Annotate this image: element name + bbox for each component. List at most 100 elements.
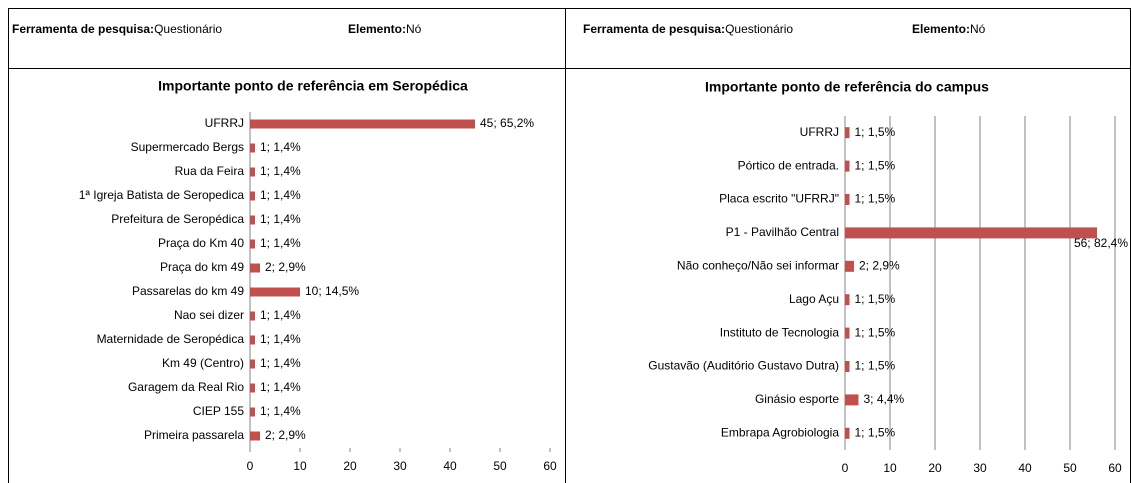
x-tick-label: 50	[493, 459, 507, 473]
bar	[845, 160, 850, 172]
y-tick-label: Km 49 (Centro)	[162, 356, 244, 370]
data-label: 56; 82,4%	[1074, 236, 1128, 250]
bar	[845, 194, 850, 205]
bar	[250, 431, 260, 441]
data-label: 1; 1,4%	[260, 404, 301, 418]
data-label: 1; 1,4%	[260, 188, 301, 202]
data-label: 45; 65,2%	[480, 116, 534, 130]
data-label: 1; 1,5%	[855, 192, 896, 206]
data-label: 1; 1,5%	[855, 325, 896, 339]
chart-title: Importante ponto de referência em Seropé…	[158, 78, 468, 94]
x-tick-label: 0	[842, 461, 849, 475]
y-tick-label: CIEP 155	[193, 404, 244, 418]
y-tick-label: 1ª Igreja Batista de Seropedica	[79, 188, 245, 202]
bar	[845, 427, 850, 439]
y-tick-label: Praça do Km 40	[158, 236, 244, 250]
x-tick-label: 60	[543, 459, 557, 473]
data-label: 1; 1,4%	[260, 356, 301, 370]
header-tool: Ferramenta de pesquisa:Questionário	[583, 22, 793, 36]
bar	[250, 191, 255, 201]
y-tick-label: Embrapa Agrobiologia	[721, 425, 839, 439]
x-tick-label: 10	[883, 461, 897, 475]
y-tick-label: Rua da Feira	[175, 164, 245, 178]
y-tick-label: UFRRJ	[205, 116, 244, 130]
header-element: Elemento:Nó	[348, 22, 422, 36]
data-label: 1; 1,4%	[260, 308, 301, 322]
y-tick-label: Instituto de Tecnologia	[720, 325, 840, 339]
bar	[250, 215, 255, 225]
tool-value: Questionário	[154, 22, 222, 36]
y-tick-label: Garagem da Real Rio	[128, 380, 244, 394]
data-label: 1; 1,4%	[260, 380, 301, 394]
bar	[845, 361, 850, 372]
bar	[250, 239, 255, 249]
bar	[250, 311, 255, 321]
y-tick-label: Praça do km 49	[160, 260, 244, 274]
data-label: 2; 2,9%	[859, 258, 900, 272]
data-label: 1; 1,5%	[855, 359, 896, 373]
y-tick-label: Gustavão (Auditório Gustavo Dutra)	[648, 359, 839, 373]
x-tick-label: 60	[1108, 461, 1122, 475]
data-label: 1; 1,4%	[260, 140, 301, 154]
y-tick-label: Maternidade de Seropédica	[97, 332, 245, 346]
chart-title: Importante ponto de referência do campus	[705, 79, 989, 95]
y-tick-label: Pórtico de entrada.	[738, 158, 839, 172]
element-value: Nó	[406, 22, 422, 36]
bar	[250, 407, 255, 417]
x-tick-label: 30	[393, 459, 407, 473]
bar	[250, 263, 260, 273]
bar	[845, 394, 859, 406]
y-tick-label: Lago Açu	[789, 292, 839, 306]
header-element: Elemento:Nó	[912, 22, 986, 36]
tool-label: Ferramenta de pesquisa:	[12, 22, 154, 36]
bar	[845, 327, 850, 339]
element-value: Nó	[970, 22, 986, 36]
data-label: 2; 2,9%	[265, 428, 306, 442]
x-tick-label: 20	[343, 459, 357, 473]
bar	[250, 383, 255, 393]
y-tick-label: Ginásio esporte	[755, 392, 839, 406]
y-tick-label: UFRRJ	[800, 125, 839, 139]
bar	[250, 335, 255, 345]
x-tick-label: 0	[247, 459, 254, 473]
y-tick-label: Não conheço/Não sei informar	[677, 258, 839, 272]
bar	[250, 119, 475, 129]
data-label: 1; 1,5%	[855, 158, 896, 172]
y-tick-label: Primeira passarela	[144, 428, 244, 442]
bar	[250, 167, 255, 177]
y-tick-label: P1 - Pavilhão Central	[726, 225, 839, 239]
x-tick-label: 50	[1063, 461, 1077, 475]
element-label: Elemento:	[348, 22, 406, 36]
x-tick-label: 40	[1018, 461, 1032, 475]
x-tick-label: 10	[293, 459, 307, 473]
data-label: 10; 14,5%	[305, 284, 359, 298]
x-tick-label: 30	[973, 461, 987, 475]
data-label: 1; 1,5%	[855, 125, 896, 139]
data-label: 1; 1,4%	[260, 332, 301, 346]
bar	[845, 127, 850, 139]
y-tick-label: Supermercado Bergs	[131, 140, 244, 154]
x-tick-label: 20	[928, 461, 942, 475]
bar	[250, 287, 300, 297]
element-label: Elemento:	[912, 22, 970, 36]
y-tick-label: Nao sei dizer	[174, 308, 244, 322]
data-label: 3; 4,4%	[864, 392, 905, 406]
y-tick-label: Placa escrito "UFRRJ"	[719, 192, 839, 206]
data-label: 1; 1,4%	[260, 236, 301, 250]
x-tick-label: 40	[443, 459, 457, 473]
bar	[845, 227, 1097, 239]
y-tick-label: Prefeitura de Seropédica	[111, 212, 244, 226]
tool-value: Questionário	[725, 22, 793, 36]
bar	[250, 143, 255, 153]
y-tick-label: Passarelas do km 49	[132, 284, 244, 298]
tool-label: Ferramenta de pesquisa:	[583, 22, 725, 36]
data-label: 2; 2,9%	[265, 260, 306, 274]
data-label: 1; 1,5%	[855, 425, 896, 439]
bar	[845, 294, 850, 306]
data-label: 1; 1,4%	[260, 164, 301, 178]
data-label: 1; 1,5%	[855, 292, 896, 306]
header-tool: Ferramenta de pesquisa:Questionário	[12, 22, 222, 36]
data-label: 1; 1,4%	[260, 212, 301, 226]
bar	[845, 260, 854, 272]
